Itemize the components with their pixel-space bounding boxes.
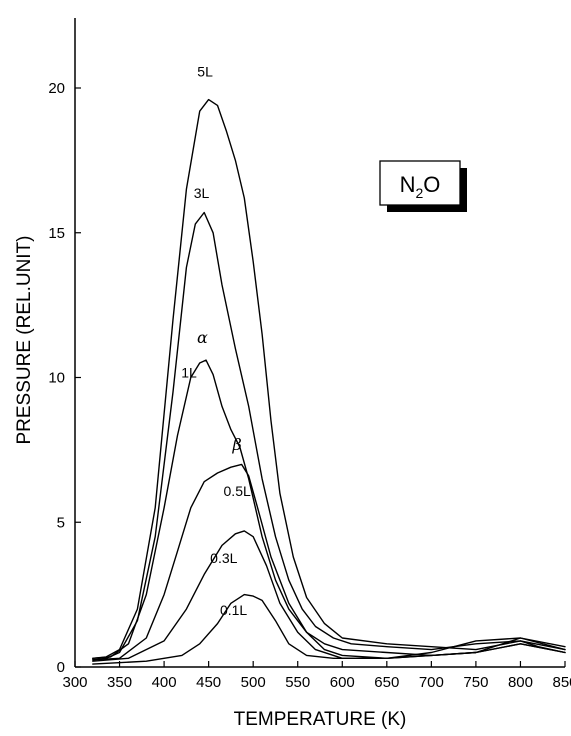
x-tick-label: 400 <box>152 674 177 691</box>
x-tick-label: 350 <box>107 674 132 691</box>
plot-area: 300 350 400 450 500 550 600 650 700 750 800 850 0 5 1… <box>48 18 571 691</box>
series-line-0_3L <box>92 530 566 662</box>
series-label: 0.1L <box>220 602 247 618</box>
y-tick-label: 0 <box>57 659 65 676</box>
x-tick-label: 750 <box>463 674 488 691</box>
y-axis-title: PRESSURE (REL.UNIT) <box>14 235 35 444</box>
series-line-3L <box>92 211 566 661</box>
annotations: αβ <box>197 328 242 454</box>
y-tick-label: 20 <box>48 80 65 97</box>
label-box <box>379 160 461 206</box>
x-axis-title: TEMPERATURE (K) <box>234 709 407 730</box>
y-tick-label: 10 <box>48 370 65 387</box>
y-ticks: 0 5 10 15 20 <box>48 80 81 676</box>
series-label: 5L <box>197 63 213 79</box>
label-box-sub: 2 <box>415 185 423 201</box>
x-tick-label: 300 <box>62 674 87 691</box>
x-tick-label: 700 <box>419 674 444 691</box>
n2o-label-box: N2O <box>379 160 467 212</box>
series-line-0_1L <box>92 593 566 665</box>
series-line-1L <box>92 359 566 659</box>
series-group <box>92 98 566 665</box>
peak-annotation: α <box>197 328 208 347</box>
x-tick-label: 550 <box>285 674 310 691</box>
x-tick-label: 600 <box>330 674 355 691</box>
series-label: 0.5L <box>224 483 251 499</box>
x-tick-label: 850 <box>552 674 571 691</box>
label-box-main: N <box>400 172 416 197</box>
series-line-5L <box>92 98 566 659</box>
x-tick-label: 500 <box>241 674 266 691</box>
series-label: 1L <box>181 365 197 381</box>
x-tick-label: 800 <box>508 674 533 691</box>
series-label: 3L <box>194 185 210 201</box>
y-tick-label: 15 <box>48 225 65 242</box>
x-tick-label: 450 <box>196 674 221 691</box>
label-box-text: N2O <box>400 172 441 201</box>
y-tick-label: 5 <box>57 514 65 531</box>
series-label: 0.3L <box>210 550 237 566</box>
x-ticks: 300 350 400 450 500 550 600 650 700 750 800 850 <box>62 661 571 691</box>
curve-labels: 5L 3L 1L 0.5L 0.3L 0.1L <box>181 63 251 617</box>
series-line-0_5L <box>92 463 566 661</box>
peak-annotation: β <box>232 435 242 454</box>
label-box-tail: O <box>423 172 440 197</box>
x-tick-label: 650 <box>374 674 399 691</box>
